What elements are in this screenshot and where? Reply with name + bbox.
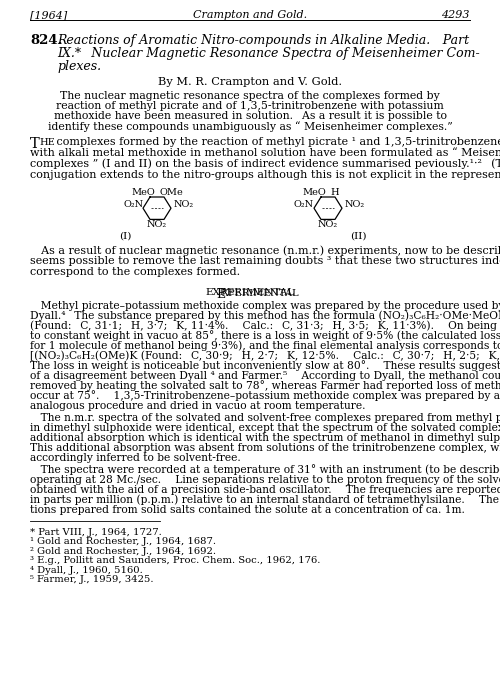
- Text: Methyl picrate–potassium methoxide complex was prepared by the procedure used by: Methyl picrate–potassium methoxide compl…: [30, 301, 500, 310]
- Text: conjugation extends to the nitro-groups although this is not explicit in the rep: conjugation extends to the nitro-groups …: [30, 169, 500, 180]
- Text: The nuclear magnetic resonance spectra of the complexes formed by: The nuclear magnetic resonance spectra o…: [60, 91, 440, 101]
- Text: NO₂: NO₂: [345, 200, 365, 209]
- Text: O₂N: O₂N: [294, 200, 314, 209]
- Text: ¹ Gold and Rochester, J., 1964, 1687.: ¹ Gold and Rochester, J., 1964, 1687.: [30, 537, 216, 546]
- Text: seems possible to remove the last remaining doubts ³ that these two structures i: seems possible to remove the last remain…: [30, 256, 500, 266]
- Text: correspond to the complexes formed.: correspond to the complexes formed.: [30, 267, 240, 277]
- Text: XPERIMENTAL: XPERIMENTAL: [222, 289, 300, 298]
- Text: ⁵ Farmer, J., 1959, 3425.: ⁵ Farmer, J., 1959, 3425.: [30, 575, 154, 584]
- Text: MeO: MeO: [302, 188, 326, 197]
- Text: of a disagreement between Dyall ⁴ and Farmer.⁵   According to Dyall, the methano: of a disagreement between Dyall ⁴ and Fa…: [30, 371, 500, 381]
- Text: Reactions of Aromatic Nitro-compounds in Alkaline Media.  Part: Reactions of Aromatic Nitro-compounds in…: [57, 34, 469, 47]
- Text: ⁴ Dyall, J., 1960, 5160.: ⁴ Dyall, J., 1960, 5160.: [30, 566, 143, 574]
- Text: The loss in weight is noticeable but inconveniently slow at 80°.   These results: The loss in weight is noticeable but inc…: [30, 361, 500, 371]
- Text: (II): (II): [350, 232, 366, 240]
- Text: 4293: 4293: [442, 10, 470, 20]
- Text: By M. R. Crampton and V. Gold.: By M. R. Crampton and V. Gold.: [158, 77, 342, 87]
- Text: to constant weight in vacuo at 85°, there is a loss in weight of 9·5% (the calcu: to constant weight in vacuo at 85°, ther…: [30, 331, 500, 342]
- Text: identify these compounds unambiguously as “ Meisenheimer complexes.”: identify these compounds unambiguously a…: [48, 121, 452, 132]
- Text: reaction of methyl picrate and of 1,3,5-trinitrobenzene with potassium: reaction of methyl picrate and of 1,3,5-…: [56, 101, 444, 111]
- Text: obtained with the aid of a precision side-band oscillator.   The frequencies are: obtained with the aid of a precision sid…: [30, 485, 500, 495]
- Text: E: E: [216, 288, 225, 301]
- Text: The spectra were recorded at a temperature of 31° with an instrument (to be desc: The spectra were recorded at a temperatu…: [30, 464, 500, 475]
- Text: T: T: [30, 137, 40, 151]
- Text: accordingly inferred to be solvent-free.: accordingly inferred to be solvent-free.: [30, 453, 241, 462]
- Text: 824.: 824.: [30, 34, 62, 47]
- Text: operating at 28 Mc./sec.   Line separations relative to the proton frequency of : operating at 28 Mc./sec. Line separation…: [30, 475, 500, 485]
- Text: NO₂: NO₂: [318, 220, 338, 230]
- Text: plexes.: plexes.: [57, 60, 101, 73]
- Text: OMe: OMe: [159, 188, 183, 197]
- Text: NO₂: NO₂: [147, 220, 167, 230]
- Text: This additional absorption was absent from solutions of the trinitrobenzene comp: This additional absorption was absent fr…: [30, 443, 500, 453]
- Text: (Found:  C, 31·1;  H, 3·7;  K, 11·4%.   Calc.:  C, 31·3;  H, 3·5;  K, 11·3%).   : (Found: C, 31·1; H, 3·7; K, 11·4%. Calc.…: [30, 320, 500, 331]
- Text: HE: HE: [39, 138, 55, 147]
- Text: analogous procedure and dried in vacuo at room temperature.: analogous procedure and dried in vacuo a…: [30, 401, 366, 411]
- Text: MeO: MeO: [131, 188, 155, 197]
- Text: complexes formed by the reaction of methyl picrate ¹ and 1,3,5-trinitrobenzene ²: complexes formed by the reaction of meth…: [53, 137, 500, 147]
- Text: in dimethyl sulphoxide were identical, except that the spectrum of the solvated : in dimethyl sulphoxide were identical, e…: [30, 422, 500, 433]
- Text: * Part VIII, J., 1964, 1727.: * Part VIII, J., 1964, 1727.: [30, 528, 162, 536]
- Text: additional absorption which is identical with the spectrum of methanol in dimeth: additional absorption which is identical…: [30, 433, 500, 443]
- Text: H: H: [330, 188, 338, 197]
- Text: tions prepared from solid salts contained the solute at a concentration of ca. 1: tions prepared from solid salts containe…: [30, 504, 465, 515]
- Text: in parts per million (p.p.m.) relative to an internal standard of tetramethylsil: in parts per million (p.p.m.) relative t…: [30, 494, 500, 505]
- Text: Crampton and Gold.: Crampton and Gold.: [193, 10, 307, 20]
- Text: As a result of nuclear magnetic resonance (n.m.r.) experiments, now to be descri: As a result of nuclear magnetic resonanc…: [30, 245, 500, 256]
- Text: IX.*  Nuclear Magnetic Resonance Spectra of Meisenheimer Com-: IX.* Nuclear Magnetic Resonance Spectra …: [57, 47, 480, 60]
- Text: occur at 75°.   1,3,5-Trinitrobenzene–potassium methoxide complex was prepared b: occur at 75°. 1,3,5-Trinitrobenzene–pota…: [30, 390, 500, 401]
- Text: The n.m.r. spectra of the solvated and solvent-free complexes prepared from meth: The n.m.r. spectra of the solvated and s…: [30, 413, 500, 422]
- Text: removed by heating the solvated salt to 78°, whereas Farmer had reported loss of: removed by heating the solvated salt to …: [30, 381, 500, 392]
- Text: for 1 molecule of methanol being 9·3%), and the final elemental analysis corresp: for 1 molecule of methanol being 9·3%), …: [30, 341, 500, 351]
- Text: [(NO₂)₃C₆H₂(OMe)K (Found:  C, 30·9;  H, 2·7;  K, 12·5%.   Calc.:  C, 30·7;  H, 2: [(NO₂)₃C₆H₂(OMe)K (Found: C, 30·9; H, 2·…: [30, 350, 500, 361]
- Text: methoxide have been measured in solution.  As a result it is possible to: methoxide have been measured in solution…: [54, 111, 446, 121]
- Text: [1964]: [1964]: [30, 10, 67, 20]
- Text: complexes ” (I and II) on the basis of indirect evidence summarised peviously.¹·: complexes ” (I and II) on the basis of i…: [30, 159, 500, 169]
- Text: ³ E.g., Pollitt and Saunders, Proc. Chem. Soc., 1962, 176.: ³ E.g., Pollitt and Saunders, Proc. Chem…: [30, 556, 320, 565]
- Text: O₂N: O₂N: [123, 200, 143, 209]
- Text: ² Gold and Rochester, J., 1964, 1692.: ² Gold and Rochester, J., 1964, 1692.: [30, 547, 216, 555]
- Text: with alkali metal methoxide in methanol solution have been formulated as “ Meise: with alkali metal methoxide in methanol …: [30, 148, 500, 158]
- Text: (I): (I): [119, 232, 132, 240]
- Text: Dyall.⁴  The substance prepared by this method has the formula (NO₂)₃C₆H₂·OMe·Me: Dyall.⁴ The substance prepared by this m…: [30, 310, 500, 321]
- Text: EXPERIMENTAL: EXPERIMENTAL: [206, 288, 294, 297]
- Text: NO₂: NO₂: [174, 200, 194, 209]
